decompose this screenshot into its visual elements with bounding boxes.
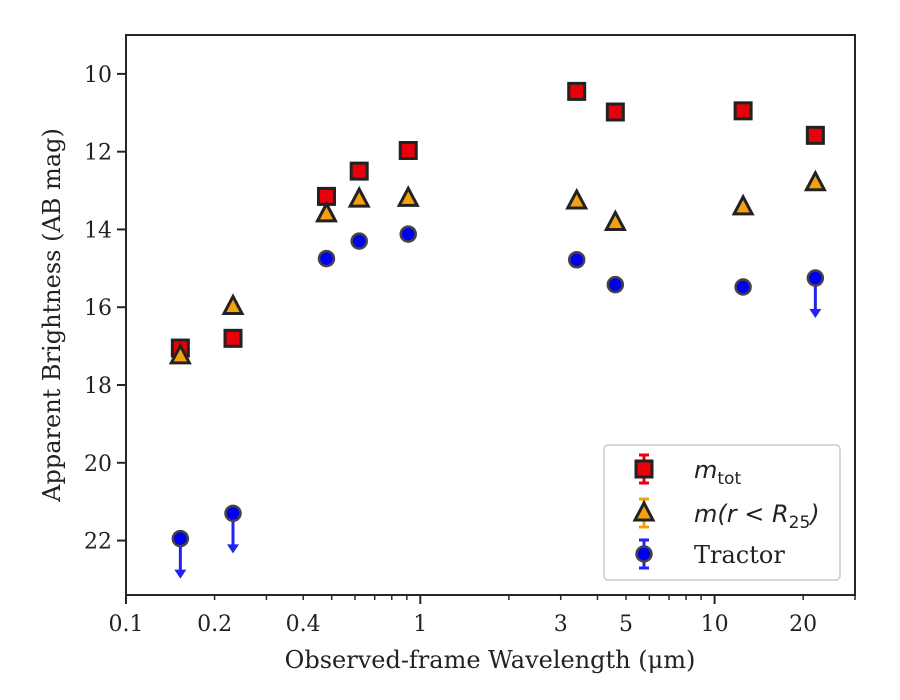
data-point <box>317 249 336 268</box>
legend-marker <box>635 545 653 563</box>
data-point <box>734 278 752 296</box>
upper-limit-arrowhead <box>227 544 240 554</box>
legend-label: m(r < R25) <box>694 500 820 533</box>
x-tick-label: 1 <box>413 612 427 637</box>
x-tick-label: 10 <box>701 612 729 637</box>
data-point <box>806 269 825 287</box>
data-point <box>803 169 827 192</box>
y-tick-label: 20 <box>84 452 112 477</box>
data-point <box>805 125 825 145</box>
data-point <box>349 161 369 181</box>
series-circle <box>171 225 825 579</box>
y-tick-label: 12 <box>84 141 112 166</box>
data-point <box>605 102 625 122</box>
data-point <box>567 251 586 269</box>
y-tick-label: 10 <box>84 63 112 88</box>
x-axis: 0.1 0.2 0.4 1 3 5 10 20 <box>109 595 856 637</box>
data-point <box>603 209 627 231</box>
legend-entry: m(r < R25) <box>632 497 820 533</box>
legend: mtot m(r < R25) Tractor <box>603 444 841 581</box>
data-point <box>606 275 625 294</box>
x-tick-label: 0.4 <box>286 612 321 637</box>
data-marks <box>168 81 827 579</box>
legend-marker <box>634 459 654 479</box>
y-tick-label: 18 <box>84 374 112 399</box>
y-tick-label: 22 <box>84 530 112 555</box>
data-point <box>733 101 753 121</box>
legend-label: Tractor <box>694 541 785 569</box>
legend-marker <box>632 499 656 522</box>
data-point <box>171 529 190 548</box>
x-axis-label: Observed-frame Wavelength (μm) <box>285 646 696 674</box>
y-tick-label: 14 <box>84 218 112 243</box>
data-point <box>223 328 243 348</box>
data-point <box>350 232 368 250</box>
legend-label: mtot <box>694 456 741 489</box>
data-point <box>399 225 417 243</box>
y-tick-label: 16 <box>84 296 112 321</box>
data-point <box>396 185 420 207</box>
upper-limit-arrowhead <box>174 569 187 579</box>
series-triangle <box>168 169 827 365</box>
legend-entry: Tractor <box>635 538 785 570</box>
upper-limit-arrowhead <box>809 309 822 319</box>
plot-frame <box>125 34 856 596</box>
y-axis-label: Apparent Brightness (AB mag) <box>38 128 66 503</box>
legend-entry: mtot <box>634 453 741 489</box>
x-tick-label: 20 <box>789 612 817 637</box>
data-point <box>224 504 242 523</box>
x-tick-label: 5 <box>619 612 633 637</box>
data-point <box>347 185 371 208</box>
data-point <box>314 200 338 223</box>
legend-box <box>603 444 841 581</box>
data-point <box>168 342 192 365</box>
data-point <box>565 187 589 210</box>
data-point <box>398 141 418 160</box>
x-tick-label: 0.2 <box>197 612 232 637</box>
x-tick-label: 0.1 <box>109 612 144 637</box>
data-point <box>221 293 245 315</box>
series-square <box>170 81 825 358</box>
x-tick-label: 3 <box>554 612 568 637</box>
y-axis: 10 12 14 16 18 20 22 <box>84 63 126 555</box>
data-point <box>731 193 755 216</box>
data-point <box>567 81 587 101</box>
